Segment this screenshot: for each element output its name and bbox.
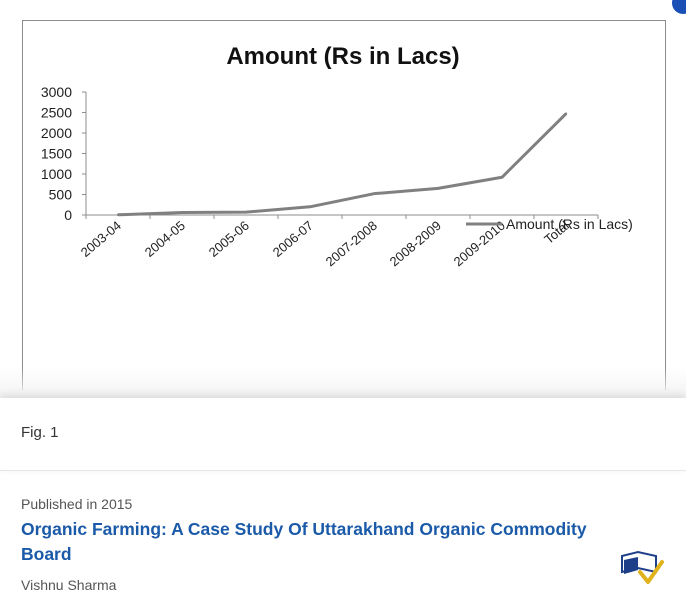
x-tick-label: 2009-2010 — [451, 218, 508, 269]
data-point — [180, 211, 184, 214]
y-tick-label: 0 — [64, 207, 72, 223]
x-tick-label: 2008-2009 — [387, 218, 444, 269]
chart-fade — [0, 368, 686, 398]
publisher-logo-icon — [621, 550, 664, 584]
paper-title-link[interactable]: Organic Farming: A Case Study Of Uttarak… — [21, 519, 587, 564]
author-name[interactable]: Vishnu Sharma — [21, 577, 117, 593]
chart-panel: Amount (Rs in Lacs) 0 500 1000 1500 2000 2500 3… — [0, 0, 686, 398]
line-chart: Amount (Rs in Lacs) 0 500 1000 1500 2000 2500 3… — [41, 43, 633, 269]
data-point — [372, 192, 376, 195]
series-line — [117, 112, 568, 217]
x-tick-label: 2005-06 — [206, 218, 252, 260]
data-point — [436, 187, 440, 190]
caption-band: Fig. 1 — [0, 398, 686, 471]
data-point — [500, 176, 504, 179]
corner-badge-icon[interactable] — [672, 0, 686, 14]
y-tick-label: 3000 — [41, 84, 72, 100]
publication-meta: Published in 2015 Organic Farming: A Cas… — [21, 496, 601, 593]
data-point — [116, 213, 120, 216]
y-tick-label: 1000 — [41, 166, 72, 182]
data-point — [244, 210, 248, 214]
x-tick-label: 2007-2008 — [323, 218, 380, 269]
y-tick-label: 2500 — [41, 105, 72, 121]
legend-label: Amount (Rs in Lacs) — [506, 216, 633, 232]
figure-label: Fig. 1 — [21, 424, 59, 441]
y-tick-label: 2000 — [41, 125, 72, 141]
x-tick-label: 2003-04 — [78, 218, 124, 260]
chart-frame — [22, 20, 666, 390]
data-point — [308, 205, 312, 208]
y-tick-label: 500 — [49, 187, 73, 203]
data-point — [564, 112, 568, 115]
y-tick-label: 1500 — [41, 146, 72, 162]
x-tick-label: 2004-05 — [142, 218, 188, 260]
x-tick-label: 2006-07 — [270, 218, 316, 260]
chart-title: Amount (Rs in Lacs) — [226, 43, 459, 70]
published-date: Published in 2015 — [21, 496, 133, 512]
